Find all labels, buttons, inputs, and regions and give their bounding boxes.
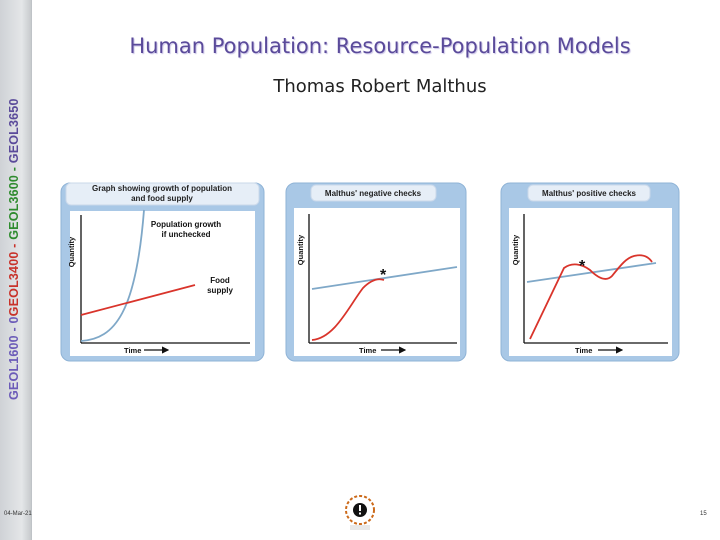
course-codes: GEOL1600 - 0GEOL3400 - GEOL3600 - GEOL36… [3, 20, 25, 400]
panel-header-line1: Graph showing growth of population [92, 184, 232, 193]
population-curve [311, 278, 385, 341]
y-axis-label: Quantity [67, 236, 76, 267]
course-code-4: GEOL3650 [7, 98, 21, 164]
warning-logo-icon [345, 495, 375, 530]
y-axis-label: Quantity [296, 234, 305, 265]
page-number: 15 [700, 511, 707, 517]
panel-positive-checks: Malthus' positive checks Quantity Time * [500, 182, 680, 362]
panel-header-line2: and food supply [131, 194, 193, 203]
panel-header [65, 182, 260, 206]
sidebar: GEOL1600 - 0GEOL3400 - GEOL3600 - GEOL36… [0, 0, 32, 540]
x-axis-label: Time [124, 346, 141, 355]
x-axis-label: Time [575, 346, 592, 355]
x-axis-label: Time [359, 346, 376, 355]
annotation-food-line2: supply [207, 286, 233, 295]
slide-subtitle: Thomas Robert Malthus [273, 76, 487, 97]
panel-header-line1: Malthus' positive checks [542, 189, 636, 198]
panel-header-line1: Malthus' negative checks [325, 189, 422, 198]
course-code-3: GEOL3600 - [7, 163, 21, 240]
plot-area [294, 208, 460, 356]
annotation-population-line1: Population growth [151, 220, 221, 229]
food-supply-line [311, 266, 458, 290]
annotation-population-line2: if unchecked [162, 230, 211, 239]
panel-negative-checks: Malthus' negative checks Quantity Time * [285, 182, 467, 362]
y-axis-label: Quantity [511, 234, 520, 265]
course-code-1: GEOL1600 - 0 [7, 316, 21, 400]
population-curve [529, 254, 653, 340]
food-supply-line [80, 284, 196, 316]
course-code-2: GEOL3400 - [7, 239, 21, 317]
plot-area [509, 208, 672, 356]
slide-title: Human Population: Resource-Population Mo… [129, 34, 631, 58]
population-curve [80, 209, 145, 342]
panel-header [310, 184, 437, 202]
panel-header [527, 184, 651, 202]
equilibrium-star: * [579, 258, 586, 275]
panel-growth: Graph showing growth of population and f… [60, 182, 265, 362]
equilibrium-star: * [380, 267, 387, 284]
plot-area [70, 211, 255, 356]
annotation-food-line1: Food [210, 276, 230, 285]
slide-date: 04-Mar-21 [4, 511, 32, 517]
